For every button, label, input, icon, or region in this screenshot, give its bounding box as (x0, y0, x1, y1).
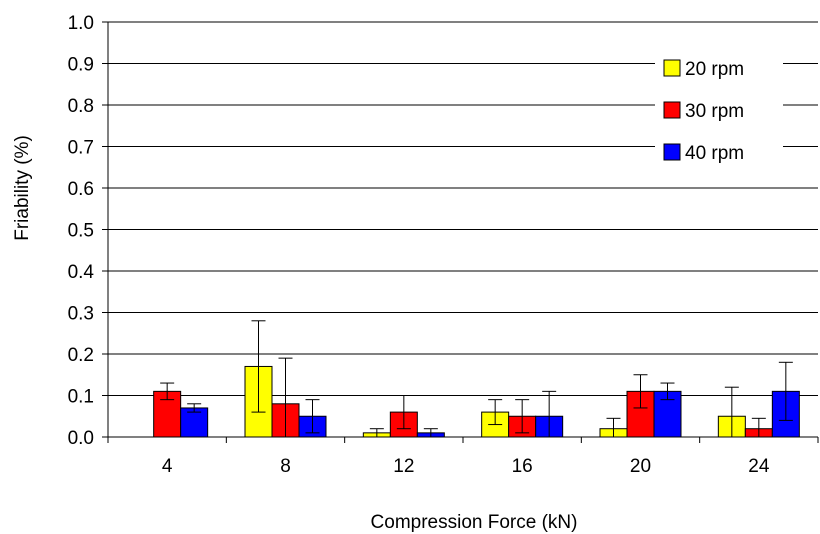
legend-label: 40 rpm (685, 143, 744, 164)
legend-label: 20 rpm (685, 59, 744, 80)
y-axis-title: Friability (%) (12, 135, 33, 241)
legend-label: 30 rpm (685, 101, 744, 122)
x-tick-label: 20 (630, 456, 651, 477)
y-tick-label: 0.0 (68, 428, 94, 449)
y-tick-label: 0.2 (68, 345, 94, 366)
legend: 20 rpm 30 rpm 40 rpm (655, 52, 783, 180)
y-tick-labels: 0.0 0.1 0.2 0.3 0.4 0.5 0.6 0.7 0.8 0.9 1.0 (68, 13, 95, 449)
x-tick-labels: 4 8 12 16 20 24 (162, 456, 770, 477)
x-tick-label: 8 (280, 456, 291, 477)
x-tick-label: 16 (512, 456, 533, 477)
y-tick-label: 0.7 (68, 138, 94, 159)
y-tick-label: 0.4 (68, 262, 95, 283)
legend-swatch (663, 59, 681, 77)
y-tick-label: 0.8 (68, 96, 94, 117)
y-tick-label: 0.5 (68, 221, 94, 242)
bars (153, 365, 800, 438)
y-tick-label: 0.9 (68, 55, 94, 76)
x-tick-label: 24 (748, 456, 770, 477)
y-tick-label: 0.3 (68, 304, 94, 325)
x-tick-label: 12 (393, 456, 414, 477)
legend-swatch (663, 143, 681, 161)
y-tick-label: 0.6 (68, 179, 94, 200)
y-tick-label: 0.1 (68, 387, 94, 408)
y-tick-label: 1.0 (68, 13, 94, 34)
gridlines (108, 21, 818, 396)
x-tick-label: 4 (162, 456, 173, 477)
x-axis-title: Compression Force (kN) (371, 512, 578, 533)
legend-swatch (663, 101, 681, 119)
axes (102, 21, 819, 443)
